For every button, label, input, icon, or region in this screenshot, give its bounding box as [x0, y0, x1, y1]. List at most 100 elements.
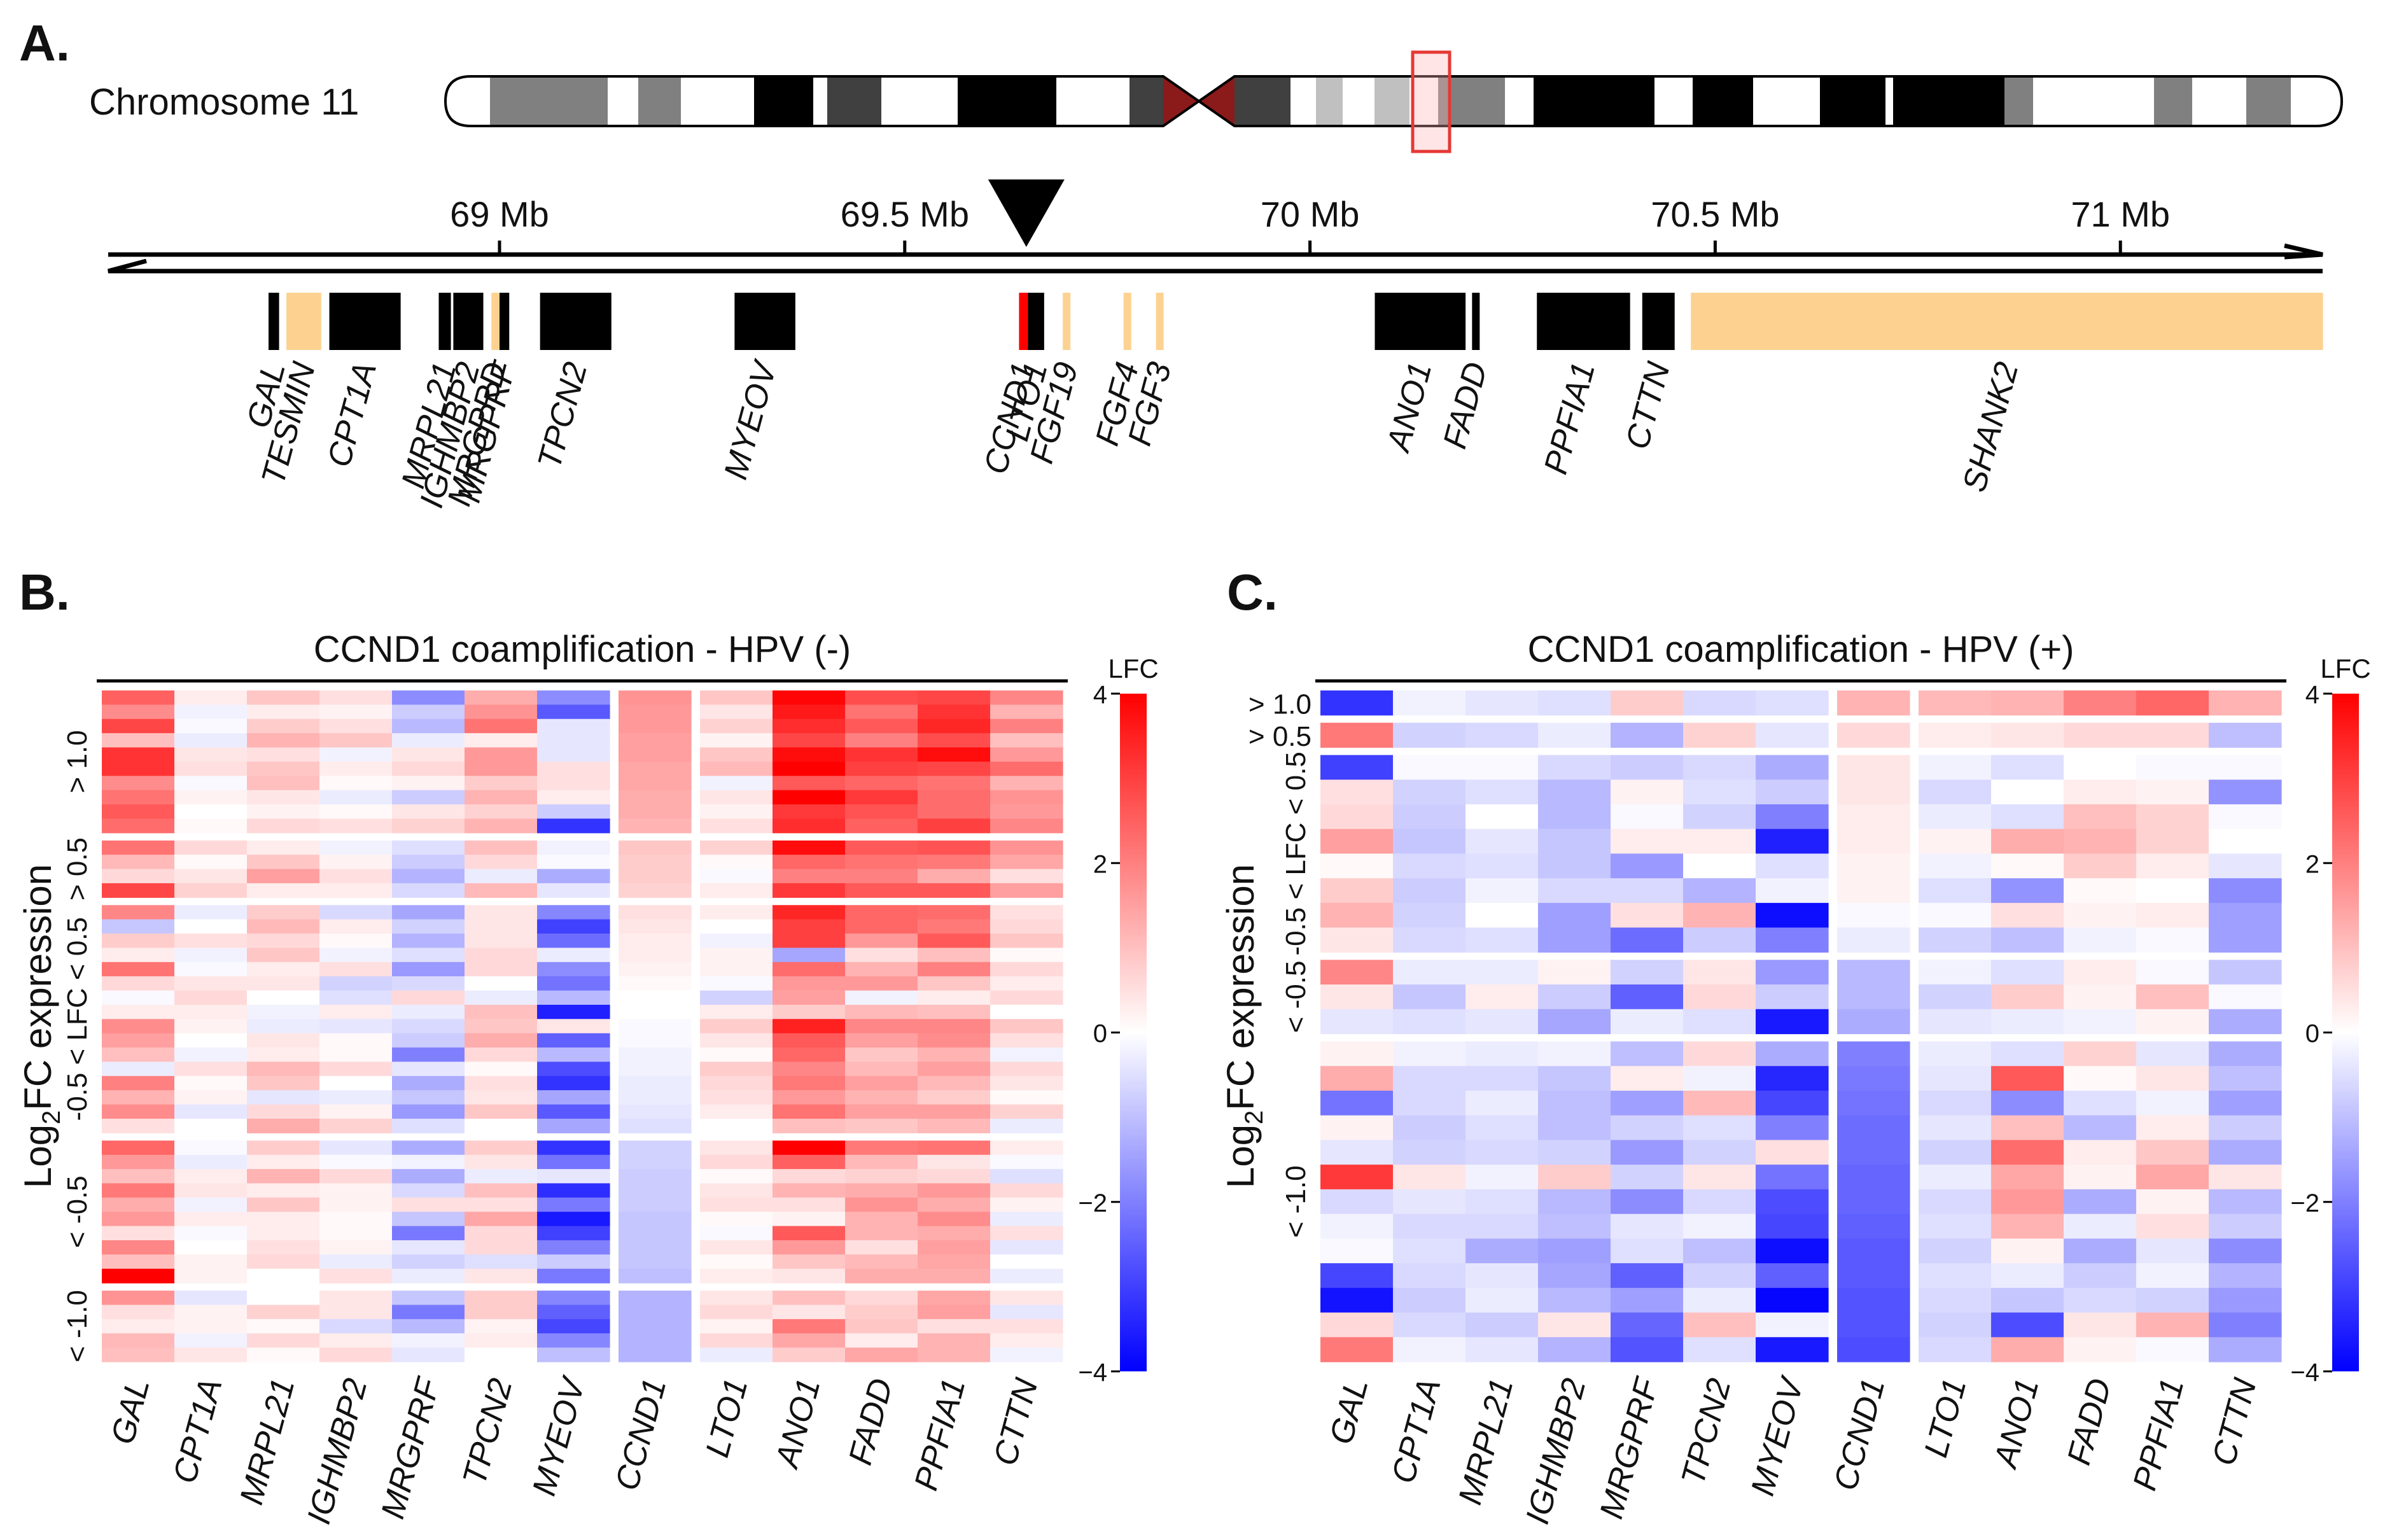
- column-label: TPCN2: [456, 1375, 519, 1489]
- heatmap-cell: [2136, 690, 2209, 716]
- heatmap-cell: [700, 1075, 773, 1091]
- gene-block: [1028, 293, 1044, 350]
- heatmap-cell: [2136, 780, 2209, 805]
- heatmap-cell: [1538, 902, 1611, 928]
- heatmap-cell: [102, 1104, 175, 1119]
- heatmap-cell: [319, 1254, 393, 1270]
- heatmap-cell: [700, 990, 773, 1005]
- heatmap-cell: [918, 1169, 991, 1184]
- heatmap-cell: [1393, 1090, 1466, 1116]
- heatmap-cell: [465, 1061, 538, 1077]
- heatmap-cell: [773, 840, 846, 855]
- heatmap-cell: [392, 1305, 465, 1320]
- heatmap-cell: [2209, 902, 2282, 928]
- gene-block: [1472, 293, 1480, 350]
- heatmap-cell: [2064, 1115, 2137, 1141]
- heatmap-cell: [1756, 1337, 1829, 1362]
- heatmap-cell: [1756, 1140, 1829, 1165]
- gene-block: [1063, 293, 1071, 350]
- heatmap-cell: [845, 1347, 918, 1362]
- heatmap-cell: [990, 1004, 1063, 1019]
- heatmap-cell: [1465, 1337, 1539, 1362]
- heatmap-cell: [2209, 755, 2282, 780]
- heatmap-cell: [392, 1291, 465, 1306]
- heatmap-cell: [247, 1140, 320, 1156]
- heatmap-cell: [1538, 1337, 1611, 1362]
- heatmap-cell: [990, 1075, 1063, 1091]
- heatmap-cell: [392, 1154, 465, 1170]
- heatmap-cell: [1919, 1140, 1992, 1165]
- heatmap-cell: [700, 883, 773, 898]
- heatmap-cell: [773, 962, 846, 977]
- heatmap-cell: [537, 962, 610, 977]
- heatmap-cell: [700, 718, 773, 734]
- heatmap-cell: [1919, 1238, 1992, 1264]
- heatmap-cell: [619, 962, 692, 977]
- heatmap-cell: [319, 1047, 393, 1063]
- heatmap-cell: [537, 1347, 610, 1362]
- heatmap-cell: [102, 962, 175, 977]
- heatmap-cell: [845, 1240, 918, 1255]
- heatmap-cell: [1991, 829, 2064, 854]
- axis-tick-label: 69 Mb: [450, 194, 549, 234]
- heatmap-cell: [319, 1019, 393, 1034]
- heatmap-cell: [1320, 1287, 1394, 1313]
- heatmap-cell: [102, 1291, 175, 1306]
- heatmap-cell: [1991, 755, 2064, 780]
- heatmap-cell: [319, 1291, 393, 1306]
- gene-label: SHANK2: [1956, 358, 2026, 496]
- heatmap-cell: [1393, 1066, 1466, 1091]
- gene-label: CPT1A: [321, 358, 384, 471]
- heatmap-cell: [845, 1333, 918, 1348]
- heatmap-cell: [465, 1019, 538, 1034]
- heatmap-cell: [990, 1140, 1063, 1156]
- heatmap-cell: [174, 1197, 248, 1212]
- heatmap-cell: [700, 1226, 773, 1241]
- heatmap-cell: [1683, 1041, 1756, 1067]
- heatmap-cell: [247, 948, 320, 963]
- heatmap-cell: [1756, 878, 1829, 904]
- heatmap-cell: [392, 1033, 465, 1048]
- gene-block: [269, 293, 279, 350]
- chromosome-band: [1654, 76, 1693, 126]
- heatmap-cell: [1393, 1115, 1466, 1141]
- heatmap-cell: [1538, 853, 1611, 879]
- heatmap-cell: [319, 1333, 393, 1348]
- column-label: LTO1: [699, 1375, 755, 1461]
- heatmap-cell: [1320, 722, 1394, 748]
- heatmap-cell: [2064, 690, 2137, 716]
- heatmap-cell: [2064, 1066, 2137, 1091]
- heatmap-cell: [990, 1333, 1063, 1348]
- heatmap-cell: [845, 1118, 918, 1133]
- heatmap-cell: [247, 976, 320, 991]
- axis-tick-label: 69.5 Mb: [841, 194, 969, 234]
- heatmap-cell: [918, 1305, 991, 1320]
- heatmap-cell: [247, 1183, 320, 1198]
- heatmap-cell: [773, 1104, 846, 1119]
- heatmap-cell: [465, 790, 538, 805]
- heatmap-cell: [1320, 1312, 1394, 1338]
- heatmap-cell: [465, 976, 538, 991]
- heatmap-cell: [537, 1104, 610, 1119]
- heatmap-cell: [773, 733, 846, 748]
- heatmap-cell: [619, 1154, 692, 1170]
- heatmap-cell: [465, 1212, 538, 1227]
- heatmap-cell: [465, 855, 538, 870]
- heatmap-cell: [2209, 780, 2282, 805]
- heatmap-cell: [2064, 1090, 2137, 1116]
- heatmap-cell: [1756, 1041, 1829, 1067]
- chromosome-band: [445, 76, 490, 126]
- heatmap-cell: [700, 905, 773, 920]
- heatmap-cell: [537, 934, 610, 949]
- heatmap-cell: [1756, 902, 1829, 928]
- heatmap-cell: [845, 804, 918, 819]
- heatmap-cell: [465, 747, 538, 762]
- heatmap-cell: [174, 690, 248, 705]
- heatmap-cell: [1919, 1189, 1992, 1215]
- heatmap-cell: [1538, 1165, 1611, 1190]
- heatmap-cell: [392, 883, 465, 898]
- heatmap-cell: [247, 1004, 320, 1019]
- heatmap-cell: [537, 804, 610, 819]
- heatmap-cell: [619, 704, 692, 720]
- colorbar-tick-label: 4: [1093, 681, 1107, 709]
